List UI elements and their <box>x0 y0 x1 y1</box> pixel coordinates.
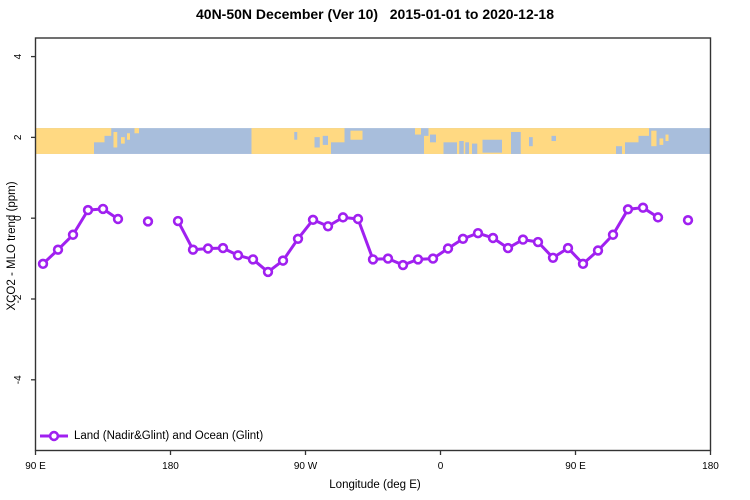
data-point <box>97 203 109 215</box>
data-point <box>457 233 469 244</box>
data-point <box>187 244 199 255</box>
map-strip-land <box>651 130 657 147</box>
data-point <box>472 227 484 239</box>
map-strip-land <box>625 128 639 143</box>
data-point <box>682 215 694 226</box>
map-strip-water <box>314 137 320 148</box>
data-point <box>37 258 49 270</box>
data-point <box>232 250 244 261</box>
x-tick-label: 180 <box>702 461 719 472</box>
map-strip-water <box>294 131 298 140</box>
map-strip-land <box>35 128 94 154</box>
data-point <box>352 213 364 225</box>
map-strip-land <box>428 128 625 154</box>
x-tick-label: 90 E <box>25 461 46 472</box>
map-strip-water <box>472 143 478 154</box>
data-point <box>262 266 274 278</box>
data-point <box>292 233 304 244</box>
x-tick-label: 90 E <box>565 461 586 472</box>
data-point <box>202 243 214 254</box>
map-strip-water <box>465 142 469 154</box>
data-point <box>217 242 229 254</box>
data-point <box>517 234 529 245</box>
map-strip-water <box>616 146 622 154</box>
data-point <box>412 254 424 265</box>
y-tick-label: 2 <box>13 134 24 140</box>
map-strip-land <box>94 128 105 143</box>
plot-border <box>34 37 712 452</box>
data-point <box>277 255 289 266</box>
legend-marker-circle <box>48 430 60 442</box>
map-strip-land <box>104 128 112 136</box>
data-point <box>562 242 574 254</box>
data-point <box>607 229 619 240</box>
map-strip-water <box>443 142 457 154</box>
x-tick-label: 180 <box>162 461 179 472</box>
map-strip-water <box>322 135 328 145</box>
data-point <box>427 253 439 264</box>
data-point <box>52 244 64 255</box>
map-strip-land <box>665 134 669 142</box>
map-strip-land <box>331 128 345 143</box>
y-tick-label: 0 <box>13 215 24 221</box>
map-strip-water <box>459 141 464 154</box>
data-point <box>592 245 604 256</box>
data-point <box>442 243 454 254</box>
map-strip-land <box>638 128 649 136</box>
map-strip-land <box>127 133 130 140</box>
data-point <box>487 232 499 244</box>
map-strip-water <box>511 131 521 154</box>
map-strip-land <box>134 128 139 134</box>
map-strip-land <box>121 137 125 144</box>
data-point <box>397 259 409 271</box>
data-point <box>622 204 634 215</box>
data-point <box>547 252 559 263</box>
y-tick-label: -2 <box>13 294 24 303</box>
data-point <box>322 221 334 232</box>
data-point <box>112 213 124 225</box>
data-point <box>367 254 379 265</box>
data-point <box>307 214 319 226</box>
map-strip-land <box>113 131 118 148</box>
data-point <box>382 253 394 264</box>
data-point <box>502 242 514 254</box>
map-strip-land <box>350 130 363 140</box>
data-point <box>532 236 544 248</box>
data-point <box>142 216 154 227</box>
map-strip-land <box>415 128 421 135</box>
map-strip-land <box>424 135 429 154</box>
x-tick-label: 0 <box>438 461 444 472</box>
map-strip-land <box>659 138 664 145</box>
legend-label: Land (Nadir&Glint) and Ocean (Glint) <box>74 430 264 442</box>
data-point <box>637 202 649 213</box>
data-point <box>337 212 349 223</box>
map-strip-water <box>551 135 556 142</box>
x-axis-title: Longitude (deg E) <box>329 479 421 491</box>
data-line-segment <box>41 207 120 266</box>
y-axis-title: XCO2 - MLO trend (ppm) <box>6 181 18 311</box>
data-point <box>82 204 94 216</box>
map-strip-water <box>529 137 533 147</box>
data-point <box>652 212 664 223</box>
data-point <box>67 229 79 240</box>
y-tick-label: 4 <box>13 53 24 59</box>
map-strip-water <box>430 134 436 143</box>
x-tick-label: 90 W <box>294 461 318 472</box>
data-point <box>577 258 589 270</box>
data-point <box>172 215 184 227</box>
chart-title: 40N-50N December (Ver 10) 2015-01-01 to … <box>196 6 554 22</box>
y-tick-label: -4 <box>13 375 24 384</box>
data-point <box>247 254 259 265</box>
map-strip-water <box>482 139 502 153</box>
